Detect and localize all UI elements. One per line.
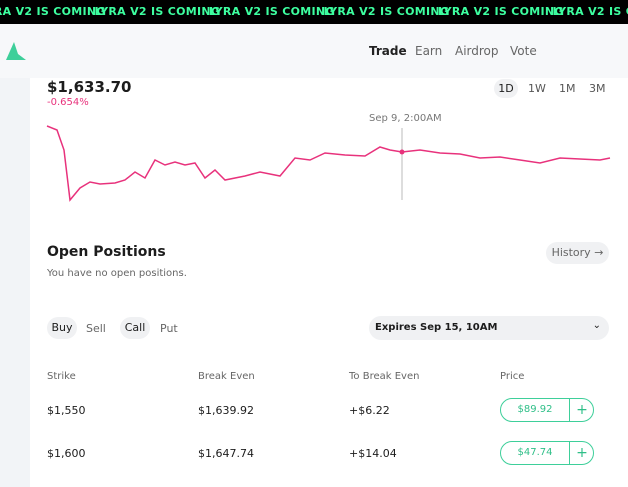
price-button[interactable]: $89.92 + [500,398,594,422]
history-label: History [551,246,591,259]
ticker-text: LYRA V2 IS COMING [0,5,106,18]
table-cell: +$14.04 [349,447,397,460]
expiry-select[interactable]: Expires Sep 15, 10AM ⌄ [369,316,609,340]
chart-tooltip: Sep 9, 2:00AM [369,113,442,124]
timeframe[interactable]: 1D [494,79,518,98]
column-header: Price [500,371,525,382]
price-label: $89.92 [517,404,553,415]
card [30,78,628,487]
section-title: Open Positions [47,244,166,260]
price-label: $47.74 [517,447,553,458]
toggle[interactable]: Buy [47,317,77,339]
expiry-label: Expires Sep 15, 10AM [375,322,498,333]
table-cell: $1,639.92 [198,404,254,417]
history-button[interactable]: History → [546,242,609,264]
plus-icon: + [569,399,594,421]
ticker-text: LYRA V2 IS COMING [323,5,450,18]
ticker-text: LYRA V2 IS COMING [552,5,628,18]
ticker-text: LYRA V2 IS COMING [209,5,335,18]
ticker-text: LYRA V2 IS COMING [94,5,221,18]
table-cell: $1,550 [47,404,86,417]
header [0,24,628,78]
price-button[interactable]: $47.74 + [500,441,594,465]
timeframe[interactable]: 1W [528,82,546,95]
price: $1,633.70 [47,78,132,96]
empty-message: You have no open positions. [47,268,187,279]
table-cell: $1,600 [47,447,86,460]
ticker-text: LYRA V2 IS COMING [438,5,564,18]
price-change: -0.654% [47,97,89,108]
column-header: Break Even [198,371,255,382]
nav-item[interactable]: Airdrop [455,44,499,58]
toggle[interactable]: Put [160,322,178,335]
toggle[interactable]: Call [120,317,150,339]
table-cell: $1,647.74 [198,447,254,460]
column-header: Strike [47,371,76,382]
toggle[interactable]: Sell [86,322,106,335]
plus-icon: + [569,442,594,464]
nav-item[interactable]: Trade [369,44,407,58]
logo [6,42,26,60]
price-chart [46,125,611,202]
nav-item[interactable]: Vote [510,44,537,58]
chevron: ⌄ [592,320,601,331]
column-header: To Break Even [349,371,420,382]
table-cell: +$6.22 [349,404,390,417]
nav-item[interactable]: Earn [415,44,443,58]
price-line [46,125,611,202]
hover-dot [399,149,405,155]
timeframe[interactable]: 1M [559,82,576,95]
timeframe[interactable]: 3M [589,82,606,95]
